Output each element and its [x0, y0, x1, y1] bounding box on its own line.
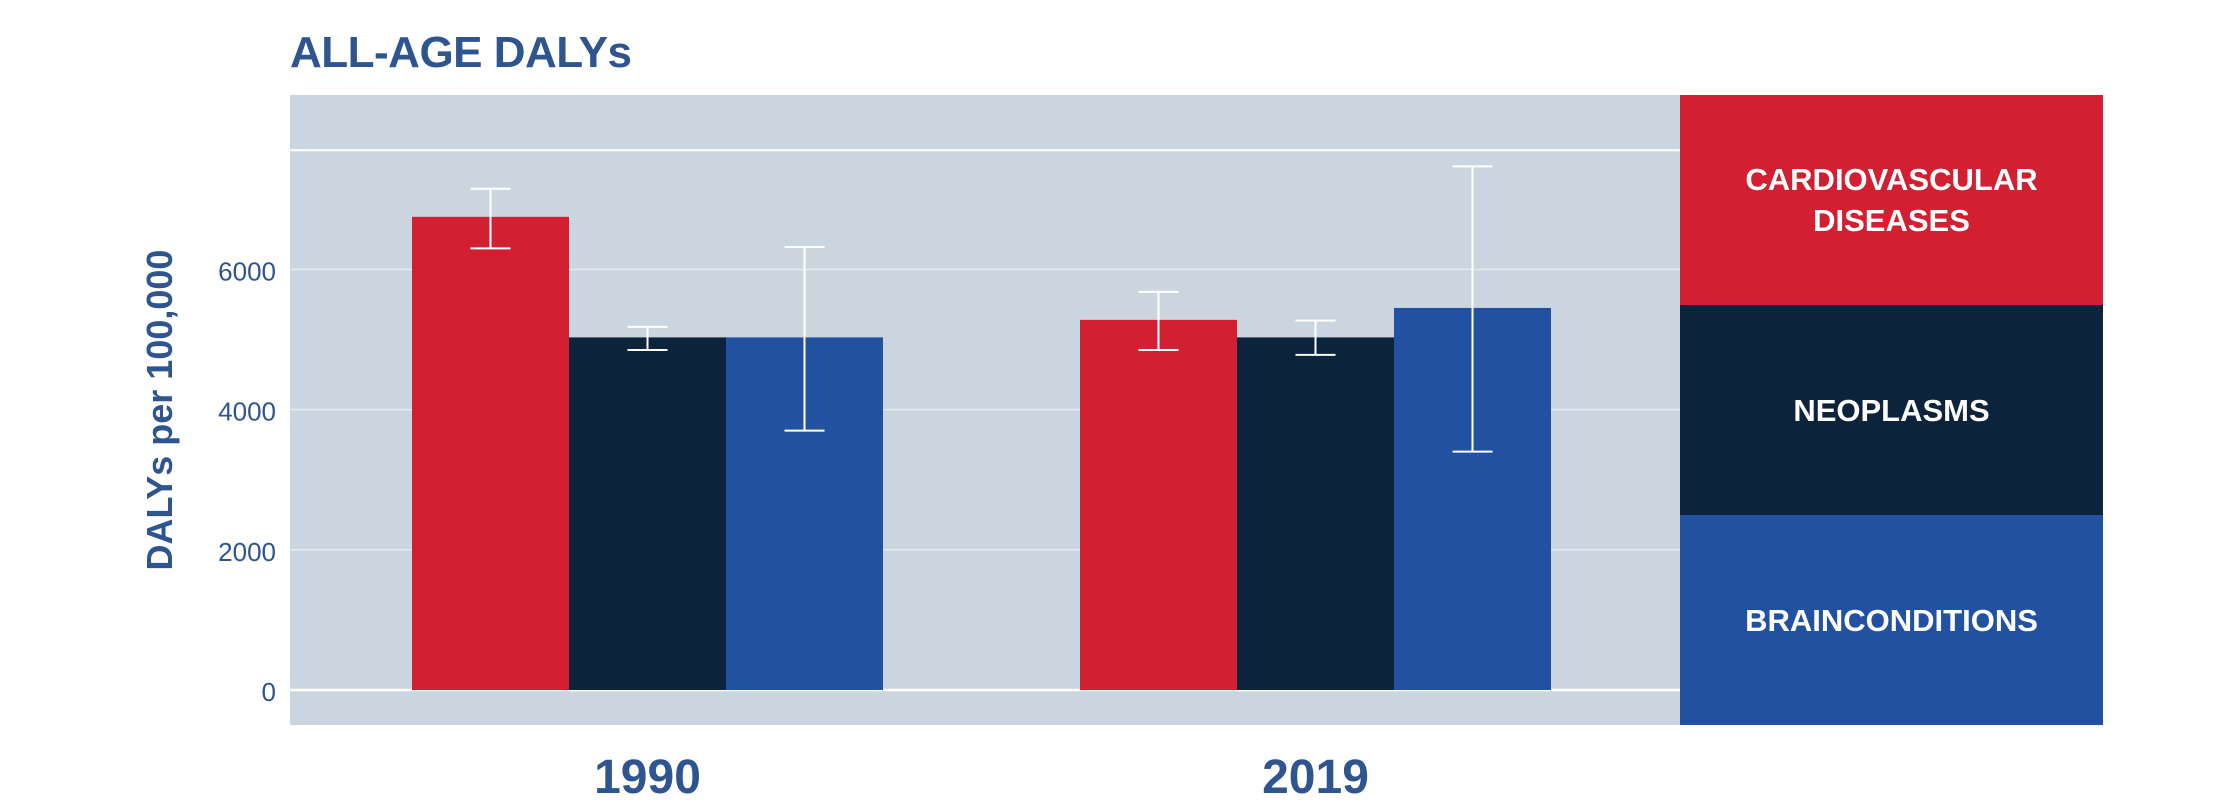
- bar: [1080, 319, 1237, 690]
- y-tick-label: 4000: [218, 397, 276, 427]
- y-axis-label: DALYs per 100,000: [139, 249, 180, 571]
- legend-label: NEOPLASMS: [1793, 392, 1990, 428]
- bar: [1237, 337, 1394, 690]
- x-tick-label: 2019: [1262, 751, 1369, 804]
- bar: [412, 216, 569, 690]
- y-tick-label: 6000: [218, 256, 276, 286]
- legend-item: CARDIOVASCULAR DISEASES: [1680, 95, 2103, 305]
- legend-label: BRAINCONDITIONS: [1745, 602, 2038, 638]
- y-tick-label: 2000: [218, 537, 276, 567]
- y-tick-label: 0: [262, 677, 276, 707]
- chart-title: ALL-AGE DALYs: [290, 28, 632, 77]
- legend-item: BRAINCONDITIONS: [1680, 515, 2103, 725]
- x-tick-label: 1990: [594, 751, 701, 804]
- legend-label: CARDIOVASCULAR DISEASES: [1745, 162, 2038, 238]
- legend-item: NEOPLASMS: [1680, 305, 2103, 515]
- bar: [569, 337, 726, 690]
